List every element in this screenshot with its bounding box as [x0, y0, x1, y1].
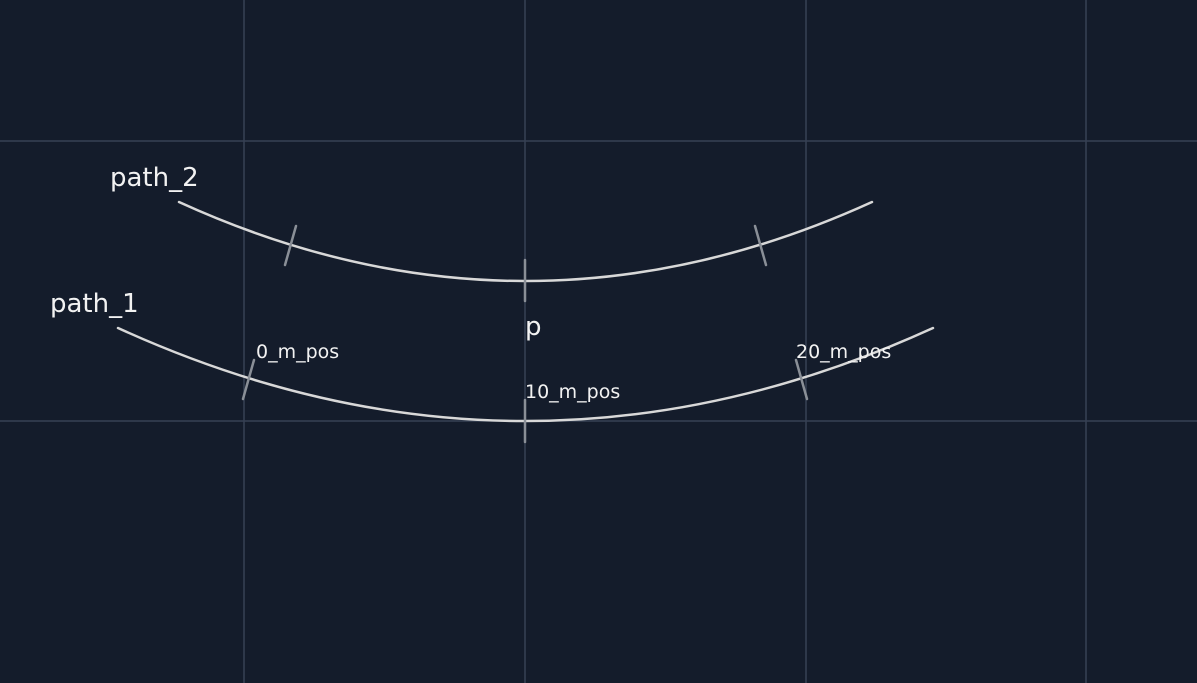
- pos-10m-label: 10_m_pos: [525, 381, 620, 403]
- path-1-tick-0m: [241, 358, 256, 401]
- path-1-label: path_1: [50, 289, 139, 319]
- pos-20m-label: 20_m_pos: [796, 341, 891, 363]
- path-2: path_2: [110, 163, 874, 303]
- point-p-label: p: [525, 312, 542, 342]
- path-2-label: path_2: [110, 163, 199, 193]
- path-2-tick-right: [753, 224, 768, 267]
- path-2-tick-left: [283, 224, 298, 267]
- path-1-tick-20m: [794, 358, 809, 401]
- pos-0m-label: 0_m_pos: [256, 341, 339, 363]
- path-1: path_1 0_m_pos 10_m_pos 20_m_pos: [50, 289, 935, 444]
